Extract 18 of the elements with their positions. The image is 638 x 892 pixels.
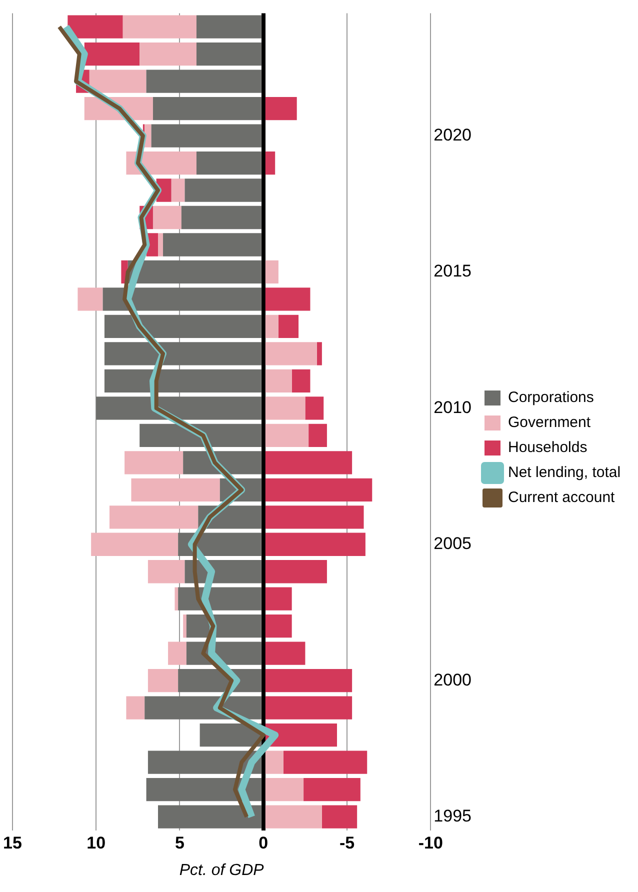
x-tick-label: 5 [175, 833, 184, 852]
x-tick-label: 10 [86, 833, 106, 852]
x-tick-label: 0 [258, 833, 268, 852]
x-tick-label: -10 [418, 833, 443, 852]
y-tick-label: 2005 [434, 534, 472, 554]
x-tick-label: -5 [339, 833, 355, 852]
y-tick-label: 2000 [434, 670, 472, 690]
x-tick-label: 15 [2, 833, 22, 852]
legend-label: Current account [508, 489, 616, 506]
y-tick-label: 2010 [434, 398, 472, 417]
x-axis-title: Pct. of GDP [179, 862, 264, 879]
y-tick-label: 1995 [434, 806, 472, 826]
legend-label: Corporations [508, 389, 594, 406]
y-tick-label: 2020 [434, 125, 472, 144]
legend-label: Government [508, 414, 592, 432]
legend-label: Households [508, 439, 588, 456]
y-tick-label: 2015 [434, 262, 472, 281]
legend-label: Net lending, total [508, 464, 621, 482]
